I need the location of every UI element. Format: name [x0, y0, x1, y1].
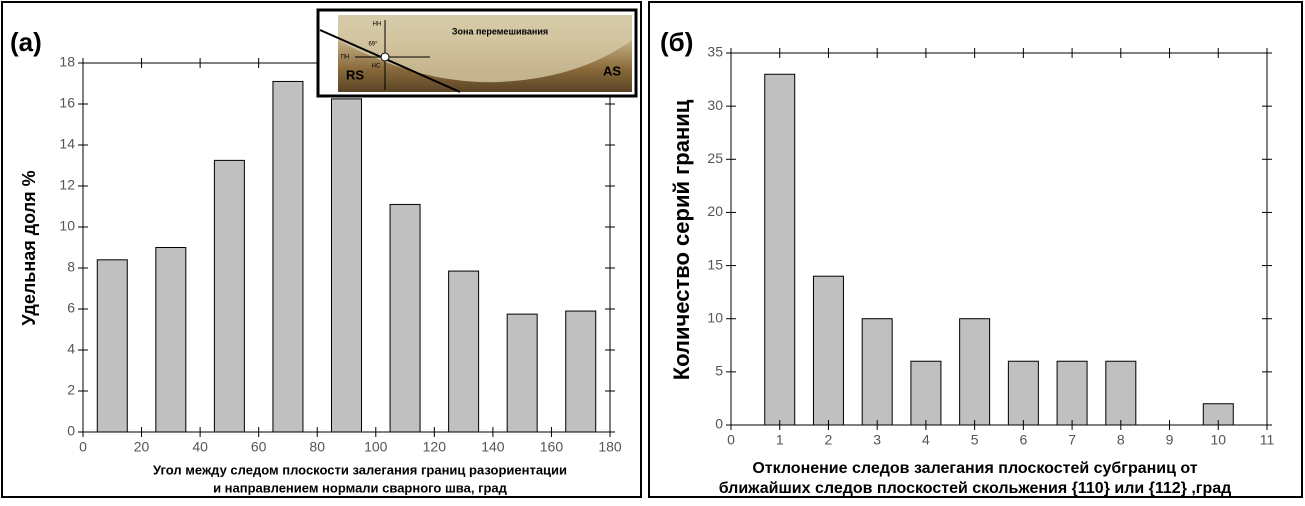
inset-label: RS	[346, 67, 364, 82]
x-tick-label: 120	[423, 439, 447, 455]
x-tick-label: 0	[727, 432, 735, 448]
bar	[507, 314, 537, 432]
y-axis-label: Удельная доля %	[19, 170, 39, 325]
x-axis-label: ближайших следов плоскостей скольжения {…	[719, 480, 1232, 497]
y-tick-label: 5	[715, 363, 723, 379]
x-tick-label: 5	[971, 432, 979, 448]
y-tick-label: 2	[67, 382, 75, 398]
inset-label: 69°	[368, 42, 378, 48]
y-tick-label: 30	[707, 97, 723, 113]
y-tick-label: 18	[59, 54, 75, 70]
inset-point	[381, 53, 389, 61]
x-axis-label: Отклонение следов залегания плоскостей с…	[752, 460, 1197, 477]
bar	[449, 271, 479, 432]
bar	[390, 204, 420, 432]
x-tick-label: 0	[79, 439, 87, 455]
x-axis-label: Угол между следом плоскости залегания гр…	[153, 462, 567, 477]
bar	[97, 260, 127, 432]
y-tick-label: 12	[59, 177, 75, 193]
x-tick-label: 180	[598, 439, 622, 455]
bar	[911, 361, 941, 425]
plot-frame	[731, 53, 1267, 425]
y-tick-label: 15	[707, 256, 723, 272]
bar	[566, 311, 596, 432]
bar	[1106, 361, 1136, 425]
inset-label: AS	[603, 63, 621, 78]
x-tick-label: 8	[1117, 432, 1125, 448]
y-tick-label: 4	[67, 341, 75, 357]
y-tick-label: 25	[707, 150, 723, 166]
x-axis-label: и направлением нормали сварного шва, гра…	[213, 480, 508, 495]
x-tick-label: 3	[873, 432, 881, 448]
y-tick-label: 0	[715, 416, 723, 432]
bar	[214, 160, 244, 432]
y-tick-label: 35	[707, 44, 723, 60]
bar	[332, 99, 362, 432]
x-tick-label: 60	[251, 439, 267, 455]
y-tick-label: 10	[59, 218, 75, 234]
y-tick-label: 8	[67, 259, 75, 275]
x-tick-label: 140	[481, 439, 505, 455]
panel-label: (б)	[660, 27, 693, 57]
x-tick-label: 100	[364, 439, 388, 455]
x-tick-label: 10	[1210, 432, 1226, 448]
y-tick-label: 0	[67, 423, 75, 439]
x-tick-label: 6	[1019, 432, 1027, 448]
x-tick-label: 1	[776, 432, 784, 448]
x-tick-label: 40	[192, 439, 208, 455]
bar	[813, 276, 843, 425]
x-tick-label: 7	[1068, 432, 1076, 448]
x-tick-label: 11	[1260, 432, 1275, 448]
bar	[1008, 361, 1038, 425]
y-tick-label: 6	[67, 300, 75, 316]
bar	[765, 74, 795, 425]
bar	[862, 319, 892, 425]
bar	[273, 81, 303, 432]
bar	[1057, 361, 1087, 425]
y-axis-label: Количество серий границ	[669, 99, 694, 380]
x-tick-label: 9	[1166, 432, 1174, 448]
x-tick-label: 80	[309, 439, 325, 455]
inset-label: НН	[373, 22, 382, 28]
x-tick-label: 4	[922, 432, 930, 448]
inset-label: Зона перемешивания	[452, 26, 548, 36]
y-tick-label: 16	[59, 95, 75, 111]
x-tick-label: 160	[540, 439, 564, 455]
bar	[156, 248, 186, 433]
y-tick-label: 14	[59, 136, 75, 152]
x-tick-label: 2	[825, 432, 833, 448]
bar	[960, 319, 990, 425]
inset-label: ПН	[341, 55, 350, 61]
panel-label: (a)	[10, 27, 42, 57]
y-tick-label: 20	[707, 203, 723, 219]
inset-label: НС	[372, 64, 381, 70]
x-tick-label: 20	[134, 439, 150, 455]
y-tick-label: 10	[707, 309, 723, 325]
figure: 024681012141618020406080100120140160180(…	[0, 0, 1305, 501]
